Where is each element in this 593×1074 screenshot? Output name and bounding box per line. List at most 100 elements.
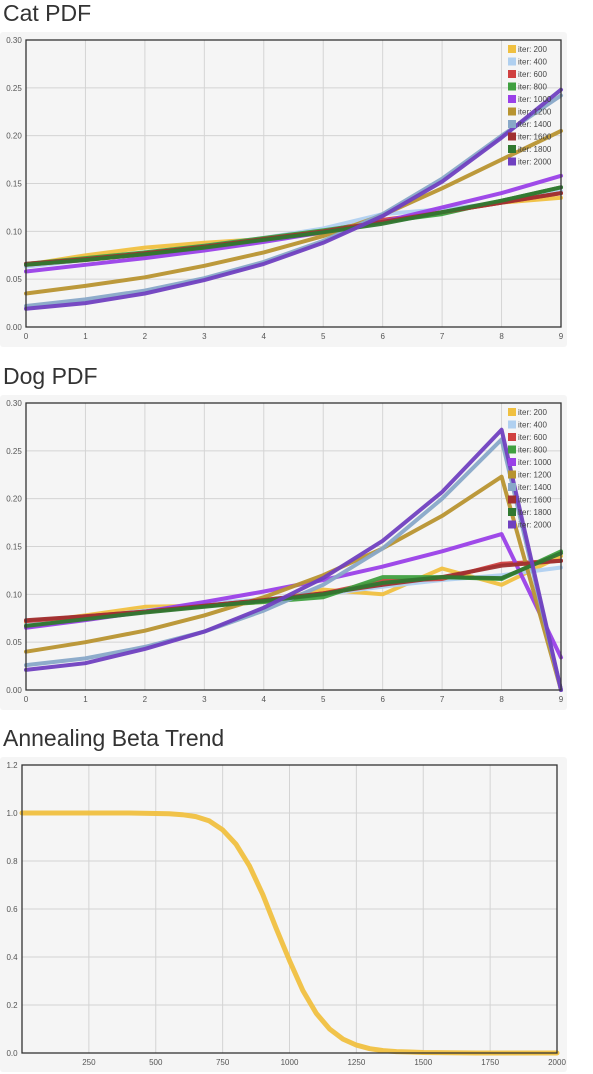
legend-swatch	[508, 82, 516, 91]
y-tick-label: 1.2	[6, 761, 18, 770]
x-tick-label: 4	[262, 332, 267, 341]
legend-label: iter: 2000	[518, 521, 552, 530]
x-tick-label: 2	[143, 332, 148, 341]
x-tick-label: 1750	[481, 1058, 499, 1067]
legend-swatch	[508, 483, 516, 491]
beta-trend-plot: 0.0 0.2 0.4 0.6 0.8 1.0 1.2 250 500 750 1000 1250 15…	[6, 761, 566, 1067]
legend-swatch	[508, 107, 516, 116]
y-tick-label: 0.05	[6, 275, 22, 284]
y-tick-label: 0.0	[6, 1049, 18, 1058]
y-tick-label: 0.00	[6, 323, 22, 332]
legend-label: iter: 1200	[518, 471, 552, 480]
legend-swatch	[508, 495, 516, 504]
x-tick-label: 2000	[548, 1058, 566, 1067]
beta-trend-title: Annealing Beta Trend	[3, 725, 225, 751]
x-tick-label: 9	[559, 695, 564, 704]
legend-swatch	[508, 458, 516, 466]
legend-swatch	[508, 120, 516, 128]
legend-label: iter: 2000	[518, 158, 552, 167]
y-tick-label: 0.4	[6, 953, 18, 962]
y-tick-label: 0.25	[6, 447, 22, 456]
legend-label: iter: 1800	[518, 508, 552, 517]
cat-pdf-chart: 0.00 0.05 0.10 0.15 0.20 0.25 0.30 0 1 2 3 4 5 6 7 8 9 it…	[0, 32, 567, 347]
x-tick-label: 750	[216, 1058, 230, 1067]
y-tick-label: 0.15	[6, 543, 22, 552]
y-tick-label: 0.30	[6, 36, 22, 45]
x-tick-label: 8	[499, 332, 504, 341]
legend-label: iter: 600	[518, 433, 547, 442]
y-tick-label: 0.8	[6, 857, 18, 866]
series-line	[24, 185, 563, 267]
plot-border	[25, 402, 562, 691]
legend-label: iter: 1400	[518, 120, 552, 129]
x-tick-label: 8	[499, 695, 504, 704]
legend-label: iter: 1200	[518, 108, 552, 117]
x-tick-label: 5	[321, 332, 326, 341]
series-line	[24, 474, 563, 692]
legend-label: iter: 1600	[518, 133, 552, 142]
cat-pdf-title: Cat PDF	[3, 0, 92, 26]
legend-swatch	[508, 520, 516, 529]
legend-swatch	[508, 408, 516, 416]
legend-swatch	[508, 420, 516, 429]
legend-swatch	[508, 132, 516, 141]
x-tick-label: 0	[24, 695, 29, 704]
plot-border	[21, 764, 558, 1054]
x-tick-label: 4	[262, 695, 267, 704]
legend-swatch	[508, 433, 516, 441]
dog-pdf-title: Dog PDF	[3, 363, 98, 389]
series-line	[24, 128, 563, 296]
x-tick-label: 1	[83, 695, 88, 704]
legend-swatch	[508, 445, 516, 454]
x-tick-label: 500	[149, 1058, 163, 1067]
x-tick-label: 3	[202, 695, 207, 704]
series-line	[24, 87, 563, 311]
legend-label: iter: 1000	[518, 95, 552, 104]
y-tick-label: 1.0	[6, 809, 18, 818]
series-line	[24, 427, 563, 692]
x-tick-label: 250	[82, 1058, 96, 1067]
x-tick-label: 0	[24, 332, 29, 341]
legend-swatch	[508, 157, 516, 166]
legend-label: iter: 600	[518, 70, 547, 79]
y-tick-label: 0.2	[6, 1001, 18, 1010]
y-tick-label: 0.15	[6, 180, 22, 189]
series-line	[24, 551, 563, 628]
x-tick-label: 5	[321, 695, 326, 704]
y-tick-label: 0.20	[6, 132, 22, 141]
legend-label: iter: 1000	[518, 458, 552, 467]
legend-label: iter: 200	[518, 408, 547, 417]
x-tick-label: 2	[143, 695, 148, 704]
x-tick-label: 1250	[347, 1058, 365, 1067]
y-tick-label: 0.20	[6, 495, 22, 504]
x-tick-label: 1	[83, 332, 88, 341]
y-tick-label: 0.30	[6, 399, 22, 408]
dog-pdf-plot: 0.00 0.05 0.10 0.15 0.20 0.25 0.30 0 1 2 3 4 5 6 7 8 9 it…	[6, 399, 564, 704]
legend-swatch	[508, 45, 516, 53]
legend-swatch	[508, 70, 516, 78]
cat-pdf-plot: 0.00 0.05 0.10 0.15 0.20 0.25 0.30 0 1 2 3 4 5 6 7 8 9 it…	[6, 36, 564, 341]
y-tick-label: 0.25	[6, 84, 22, 93]
y-tick-label: 0.6	[6, 905, 18, 914]
legend-label: iter: 1400	[518, 483, 552, 492]
legend-label: iter: 400	[518, 58, 547, 67]
y-tick-label: 0.00	[6, 686, 22, 695]
beta-trend-chart: 0.0 0.2 0.4 0.6 0.8 1.0 1.2 250 500 750 1000 1250 15…	[0, 757, 567, 1072]
plot-border	[25, 39, 562, 328]
legend-swatch	[508, 470, 516, 479]
y-tick-label: 0.05	[6, 638, 22, 647]
legend-swatch	[508, 95, 516, 103]
legend-swatch	[508, 145, 516, 153]
y-tick-label: 0.10	[6, 590, 22, 599]
legend-label: iter: 1600	[518, 496, 552, 505]
x-tick-label: 3	[202, 332, 207, 341]
legend-label: iter: 800	[518, 446, 547, 455]
legend-label: iter: 400	[518, 421, 547, 430]
dog-pdf-chart: 0.00 0.05 0.10 0.15 0.20 0.25 0.30 0 1 2 3 4 5 6 7 8 9 it…	[0, 395, 567, 710]
legend-label: iter: 800	[518, 83, 547, 92]
x-tick-label: 6	[380, 695, 385, 704]
x-tick-label: 9	[559, 332, 564, 341]
x-tick-label: 1000	[281, 1058, 299, 1067]
x-tick-label: 7	[440, 332, 445, 341]
legend-swatch	[508, 508, 516, 516]
